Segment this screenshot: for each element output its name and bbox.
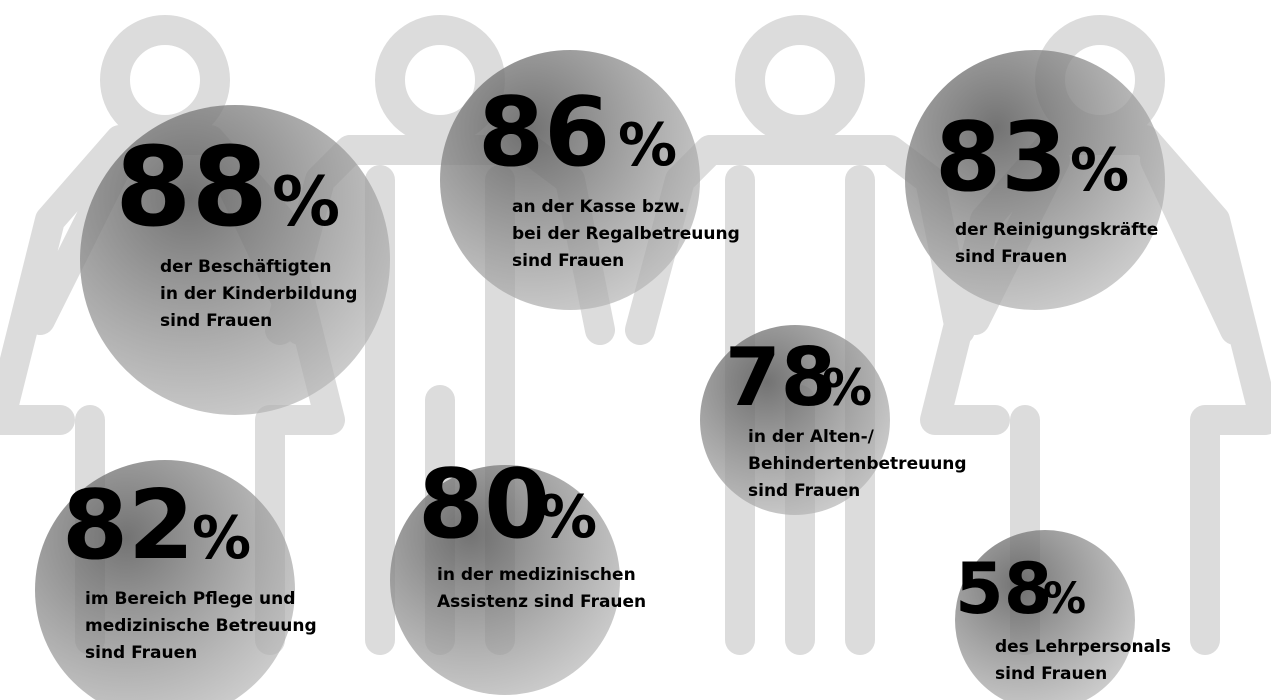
stat-item: 86% an der Kasse bzw. bei der Regalbetreuu… [440,50,740,310]
stat-description: sind Frauen [748,481,860,501]
stat-description: im Bereich Pflege und [85,589,295,609]
stat-number: 82 [62,471,194,581]
stat-unit: % [822,359,872,417]
stat-unit: % [1043,574,1086,624]
stat-description: sind Frauen [160,311,272,331]
stat-item: 80% in der medizinischen Assistenz sind Fr… [390,450,646,695]
stat-number: 80 [418,450,550,560]
stat-description: in der Alten-/ [748,427,875,447]
stat-items: 88% der Beschäftigten in der Kinderbildung… [35,50,1171,700]
stat-number: 88 [115,123,268,251]
stat-number: 86 [478,78,610,188]
stat-unit: % [1070,135,1129,204]
stat-description: sind Frauen [85,643,197,663]
stat-description: Assistenz sind Frauen [437,592,646,612]
stat-description: des Lehrpersonals [995,637,1171,657]
stat-description: der Beschäftigten [160,257,332,277]
stat-unit: % [538,482,597,551]
stat-item: 83% der Reinigungskräfte sind Frauen [905,50,1165,310]
stat-unit: % [272,163,340,242]
stat-description: medizinische Betreuung [85,616,317,636]
stat-number: 83 [935,103,1067,213]
stat-description: sind Frauen [512,251,624,271]
stat-description: bei der Regalbetreuung [512,224,740,244]
stat-description: Behindertenbetreuung [748,454,967,474]
stat-description: in der medizinischen [437,565,636,585]
stat-unit: % [618,110,677,179]
stat-item: 88% der Beschäftigten in der Kinderbildung… [80,105,390,415]
stat-description: in der Kinderbildung [160,284,357,304]
stat-unit: % [192,503,251,572]
stat-number: 78 [725,331,836,424]
stat-description: sind Frauen [955,247,1067,267]
stat-description: sind Frauen [995,664,1107,684]
infographic: 88% der Beschäftigten in der Kinderbildung… [0,0,1271,700]
figure-head [750,30,850,130]
stat-item: 58% des Lehrpersonals sind Frauen [955,530,1171,700]
stat-number: 58 [955,548,1052,630]
stat-description: der Reinigungskräfte [955,220,1158,240]
stat-description: an der Kasse bzw. [512,197,685,217]
